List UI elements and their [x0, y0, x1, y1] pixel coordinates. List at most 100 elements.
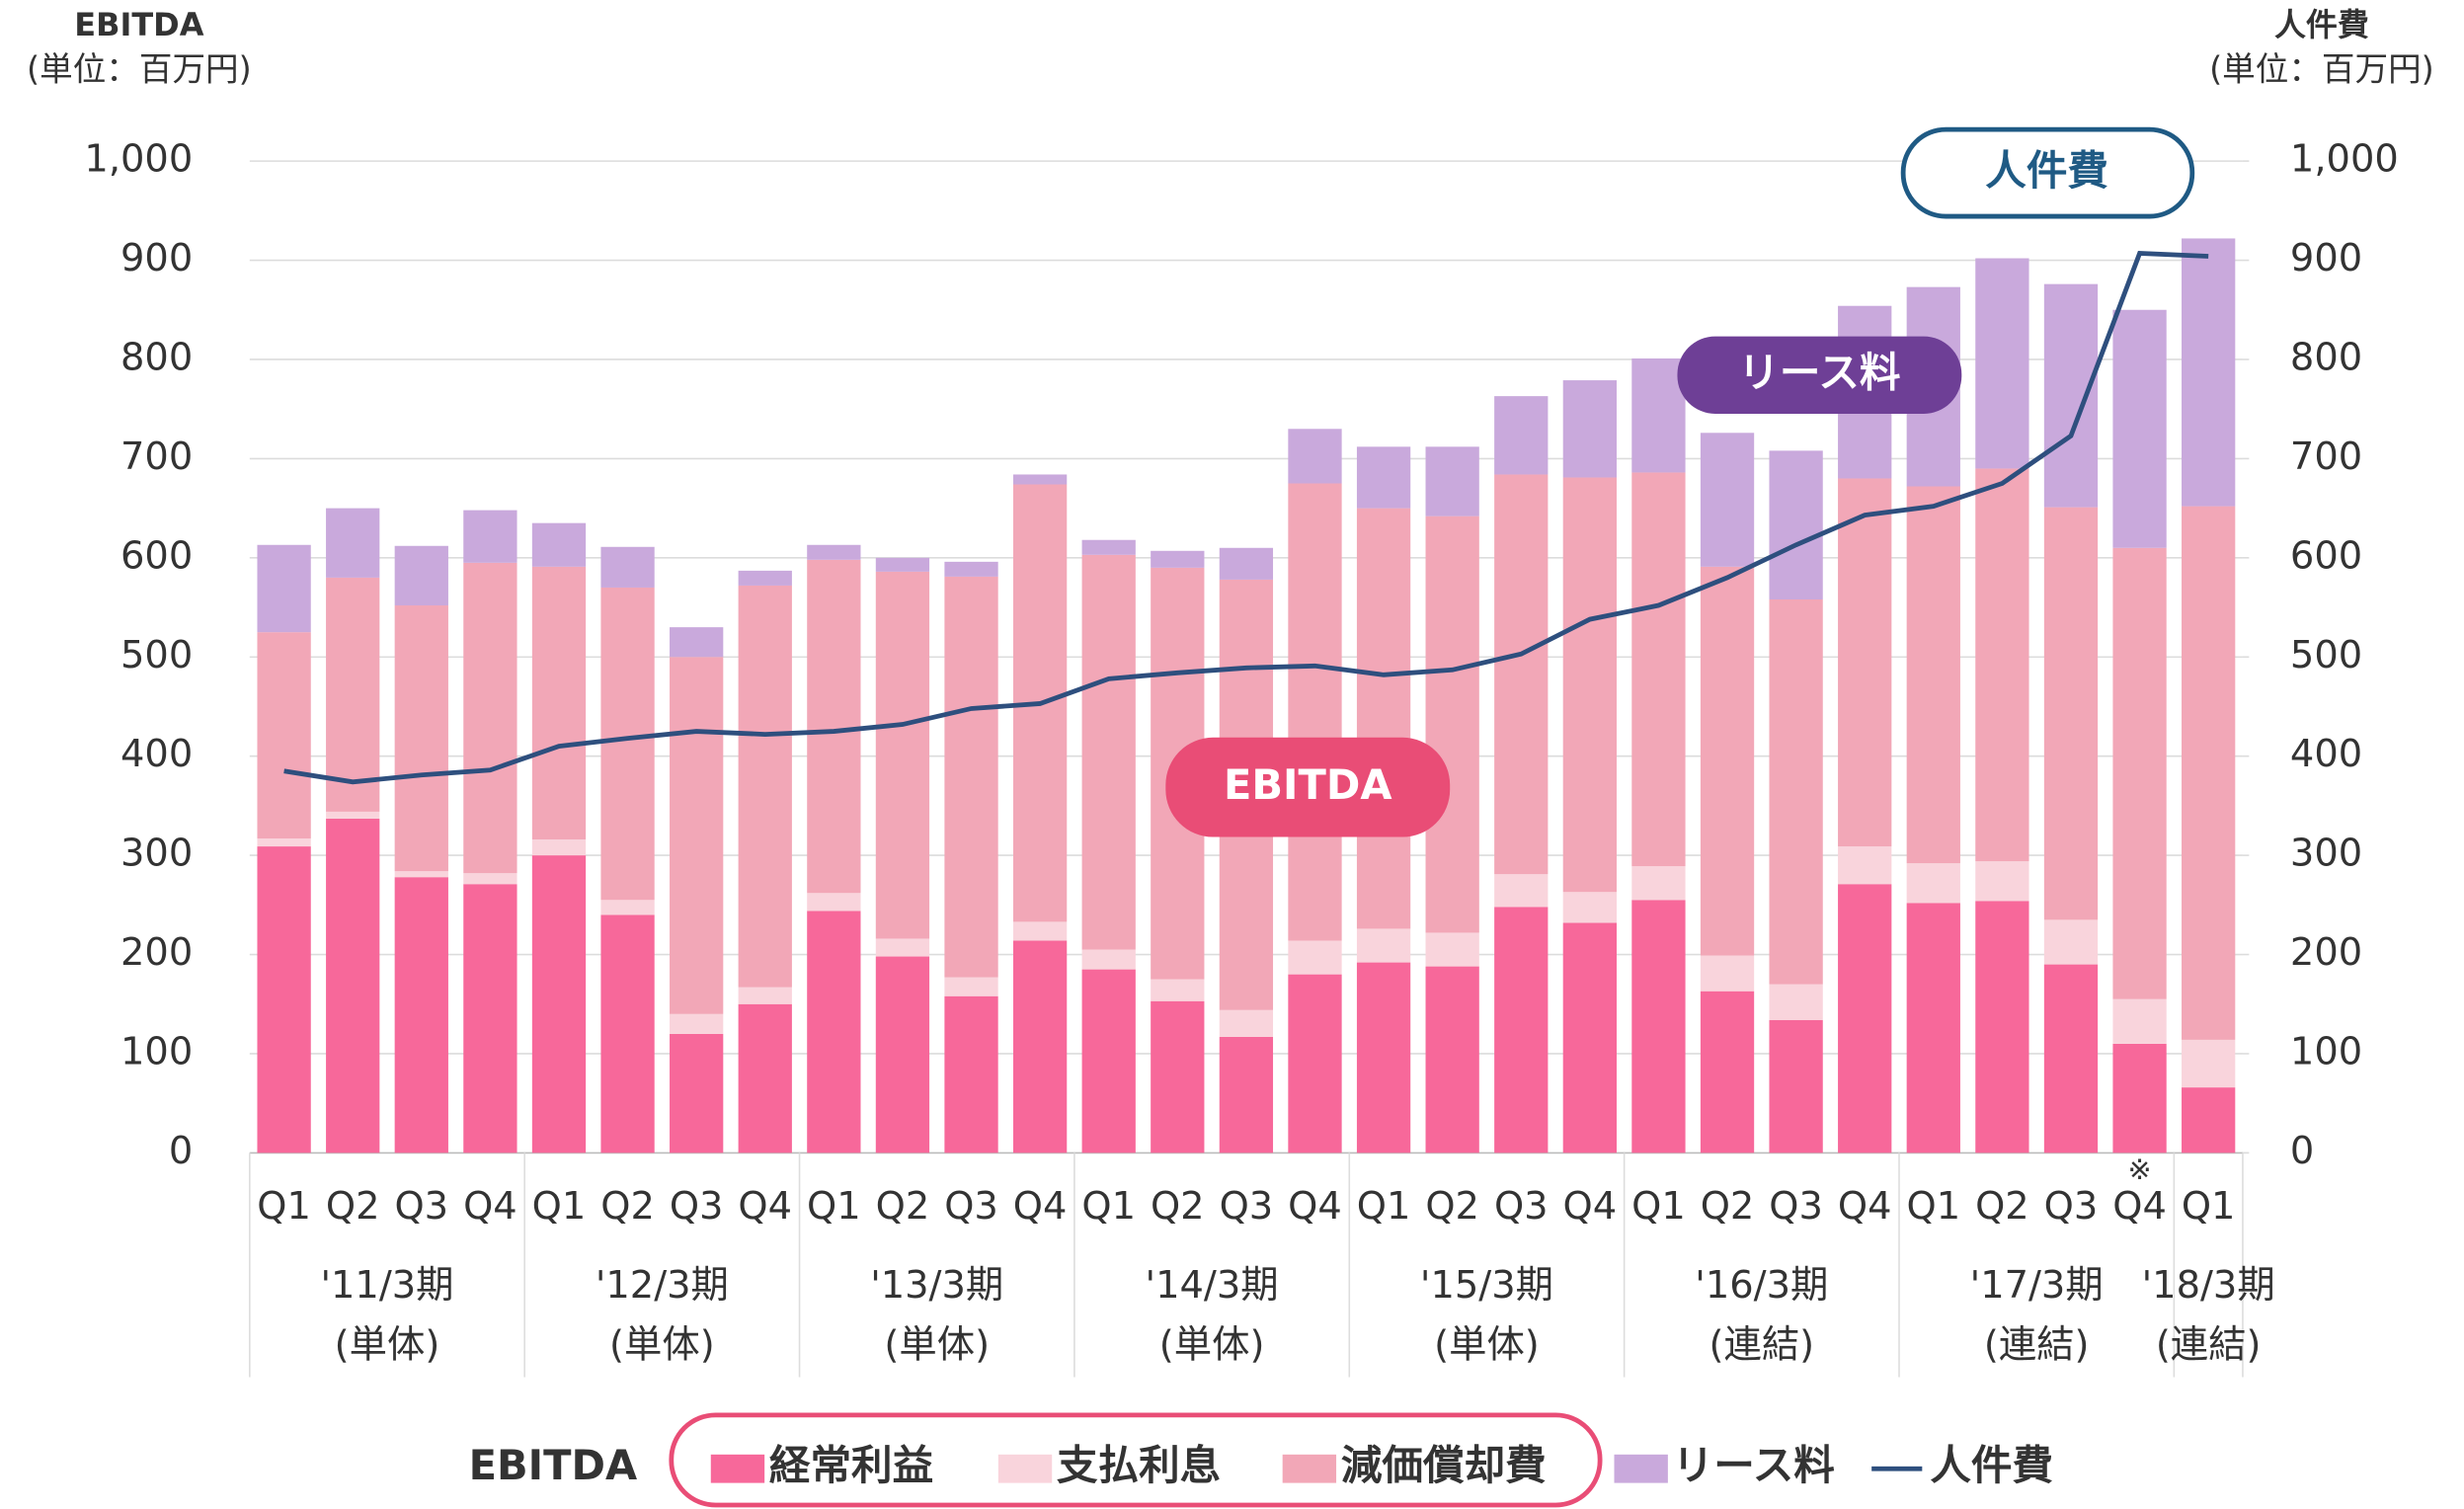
- bar-segment: [670, 1013, 724, 1034]
- group-label: '14/3期: [1146, 1263, 1279, 1308]
- y2-tick-label: 300: [2290, 832, 2362, 876]
- y-tick-label: 900: [120, 236, 193, 280]
- y2-tick-label: 500: [2290, 633, 2362, 677]
- bar-segment: [1081, 969, 1136, 1153]
- group-note: (単体): [1434, 1323, 1540, 1368]
- bar-segment: [463, 884, 517, 1153]
- footnote-mark: ※: [2128, 1153, 2152, 1187]
- bar-segment: [394, 545, 448, 606]
- bar-segment: [670, 1033, 724, 1153]
- bar-segment: [1631, 357, 1686, 473]
- line-series: [283, 251, 2209, 785]
- legend-label: 減価償却費: [1341, 1441, 1547, 1489]
- bar-segment: [1494, 396, 1549, 475]
- y-tick-label: 500: [120, 633, 193, 677]
- group-label: '16/3期: [1695, 1263, 1828, 1308]
- bar-segment: [944, 977, 998, 996]
- bar-segment: [1906, 903, 1960, 1153]
- group-note: (単体): [1159, 1323, 1265, 1368]
- x-tick-label: Q2: [326, 1184, 380, 1229]
- bar-segment: [1562, 922, 1617, 1153]
- bar-segment: [257, 838, 311, 847]
- bar-segment: [875, 571, 930, 939]
- y-unit: (単位：百万円): [27, 49, 252, 88]
- bar-segment: [1631, 472, 1686, 867]
- bar-segment: [2182, 1087, 2236, 1153]
- x-tick-label: Q1: [532, 1184, 587, 1229]
- bar-segment: [1356, 508, 1411, 929]
- bar-segment: [1700, 566, 1755, 956]
- callout-box: [1677, 336, 1962, 414]
- x-tick-label: Q2: [1701, 1184, 1755, 1229]
- bar-segment: [875, 956, 930, 1153]
- bar-segment: [1081, 554, 1136, 950]
- callout-box: [1900, 126, 2195, 219]
- bar-segment: [463, 562, 517, 874]
- group-note: (単体): [609, 1323, 715, 1368]
- bar-segment: [2043, 283, 2099, 508]
- bar-segment: [670, 657, 724, 1014]
- y2-title: 人件費: [2274, 6, 2369, 43]
- x-tick-label: Q3: [670, 1184, 724, 1229]
- x-tick-label: Q2: [876, 1184, 930, 1229]
- bar-segment: [1769, 599, 1823, 985]
- bar-segment: [2043, 507, 2099, 920]
- bar-segment: [1631, 900, 1686, 1153]
- bar-segment: [1151, 1000, 1205, 1153]
- legend-swatch: [1614, 1454, 1668, 1483]
- legend-label: リース料: [1673, 1441, 1835, 1489]
- bar-segment: [944, 576, 998, 978]
- bar-segment: [1151, 550, 1205, 568]
- bar-segment: [1700, 991, 1755, 1153]
- bar-segment: [1975, 468, 2029, 862]
- callout-text: 人件費: [1985, 146, 2108, 195]
- bar-segment: [1562, 892, 1617, 923]
- bar-segment: [1425, 932, 1479, 967]
- bar-segment: [1769, 984, 1823, 1020]
- bar-segment: [326, 577, 380, 812]
- bar-segment: [1494, 874, 1549, 908]
- bar-segment: [1081, 949, 1136, 970]
- x-tick-label: Q1: [1631, 1184, 1686, 1229]
- bar-segment: [600, 587, 655, 901]
- y-tick-label: 300: [120, 832, 193, 876]
- bar-segment: [1081, 539, 1136, 555]
- x-tick-label: Q3: [1769, 1184, 1823, 1229]
- bar-segment: [2182, 506, 2236, 1040]
- group-note: (単体): [884, 1323, 990, 1368]
- bar-segment: [2112, 998, 2167, 1044]
- x-tick-label: Q1: [1906, 1184, 1960, 1229]
- bar-segment: [2182, 238, 2236, 507]
- callout-text: EBITDA: [1224, 760, 1392, 809]
- bar-segment: [944, 995, 998, 1153]
- bar-segment: [1356, 962, 1411, 1153]
- bar-segment: [1012, 940, 1068, 1153]
- bar-segment: [2112, 309, 2167, 548]
- y2-tick-label: 900: [2290, 236, 2362, 280]
- bar-segment: [2112, 547, 2167, 999]
- y2-tick-label: 800: [2290, 335, 2362, 379]
- x-tick-label: Q3: [394, 1184, 448, 1229]
- bar-segment: [1975, 901, 2029, 1153]
- bar-segment: [1700, 955, 1755, 992]
- bar-segment: [326, 508, 380, 578]
- bar-segment: [1425, 446, 1479, 516]
- legend-group-box: [669, 1412, 1603, 1508]
- group-label: '15/3期: [1420, 1263, 1553, 1308]
- bar-segment: [875, 557, 930, 572]
- bar-segment: [1494, 907, 1549, 1153]
- y-tick-label: 0: [169, 1129, 193, 1173]
- bar-segment: [463, 873, 517, 885]
- x-tick-label: Q3: [944, 1184, 998, 1229]
- y-tick-label: 100: [120, 1029, 193, 1073]
- bar-segment: [807, 544, 861, 560]
- y2-tick-label: 700: [2290, 435, 2362, 479]
- y2-tick-label: 0: [2290, 1129, 2314, 1173]
- bar-segment: [1975, 861, 2029, 902]
- callout-box: [1165, 737, 1451, 837]
- bar-segment: [738, 987, 792, 1004]
- legend-group-label: EBITDA: [469, 1441, 638, 1489]
- bar-segment: [1562, 380, 1617, 478]
- x-tick-label: Q3: [2044, 1184, 2099, 1229]
- bar-segment: [531, 855, 587, 1153]
